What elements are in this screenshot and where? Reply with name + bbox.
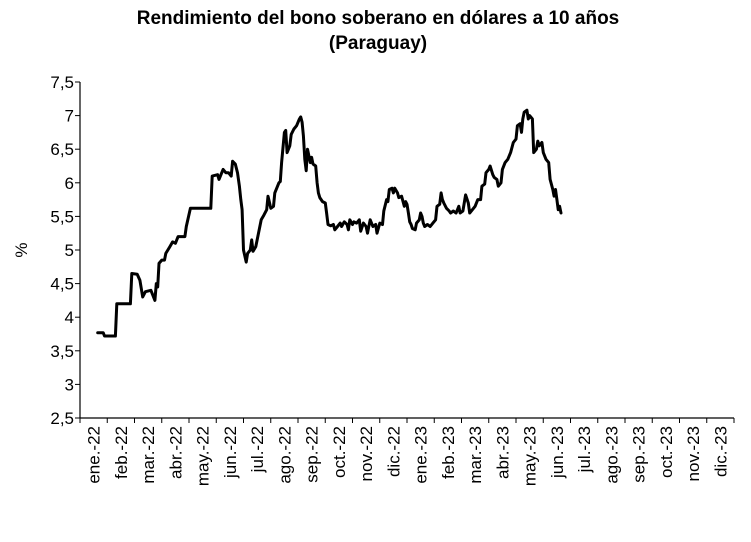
- x-tick-label: abr.-22: [166, 426, 185, 479]
- y-tick-label: 7: [65, 107, 74, 126]
- y-tick-label: 3: [65, 375, 74, 394]
- axes: [79, 82, 734, 419]
- x-tick-label: nov.-23: [684, 426, 703, 481]
- chart-subtitle: (Paraguay): [329, 33, 427, 54]
- x-tick-label: mar.-23: [466, 426, 485, 484]
- x-tick-label: ago.-22: [275, 426, 294, 484]
- x-tick-label: sep.-23: [630, 426, 649, 483]
- x-tick-label: jun.-22: [221, 426, 240, 479]
- chart-title: Rendimiento del bono soberano en dólares…: [137, 8, 620, 29]
- x-tick-label: abr.-23: [493, 426, 512, 479]
- series-group: [96, 108, 563, 338]
- x-tick-label: oct.-23: [657, 426, 676, 478]
- x-tick-label: may.-23: [521, 426, 540, 486]
- x-tick-label: oct.-22: [330, 426, 349, 478]
- x-tick-label: may.-22: [194, 426, 213, 486]
- y-tick-label: 6: [65, 174, 74, 193]
- y-tick-label: 2,5: [50, 409, 74, 428]
- y-tick-label: 7,5: [50, 73, 74, 92]
- x-tick-label: sep.-22: [303, 426, 322, 483]
- x-tick-label: mar.-22: [139, 426, 158, 484]
- x-tick-label: dic.-22: [384, 426, 403, 477]
- x-tick-label: nov.-22: [357, 426, 376, 481]
- y-tick-label: 6,5: [50, 140, 74, 159]
- y-tick-label: 5,5: [50, 207, 74, 226]
- x-tick-label: dic.-23: [711, 426, 730, 477]
- x-tick-label: ago.-23: [602, 426, 621, 484]
- x-tick-label: ene.-23: [412, 426, 431, 484]
- x-tick-label: jun.-23: [548, 426, 567, 479]
- x-tick-label: feb.-23: [439, 426, 458, 479]
- x-tick-label: feb.-22: [112, 426, 131, 479]
- x-tick-label: ene.-22: [85, 426, 104, 484]
- series-line: [96, 108, 563, 338]
- y-axis-label: %: [12, 242, 31, 257]
- x-tick-label: jul.-23: [575, 426, 594, 473]
- x-tick-label: jul.-22: [248, 426, 267, 473]
- y-tick-label: 3,5: [50, 342, 74, 361]
- y-tick-label: 4: [65, 308, 74, 327]
- y-tick-label: 4,5: [50, 275, 74, 294]
- y-tick-label: 5: [65, 241, 74, 260]
- y-axis: 2,5 3 3,5 4 4,5 5 5,5 6 6,5 7 7,5: [50, 73, 80, 428]
- x-axis: ene.-22 feb.-22 mar.-22 abr.-22 may.-22 jun.-…: [79, 418, 735, 486]
